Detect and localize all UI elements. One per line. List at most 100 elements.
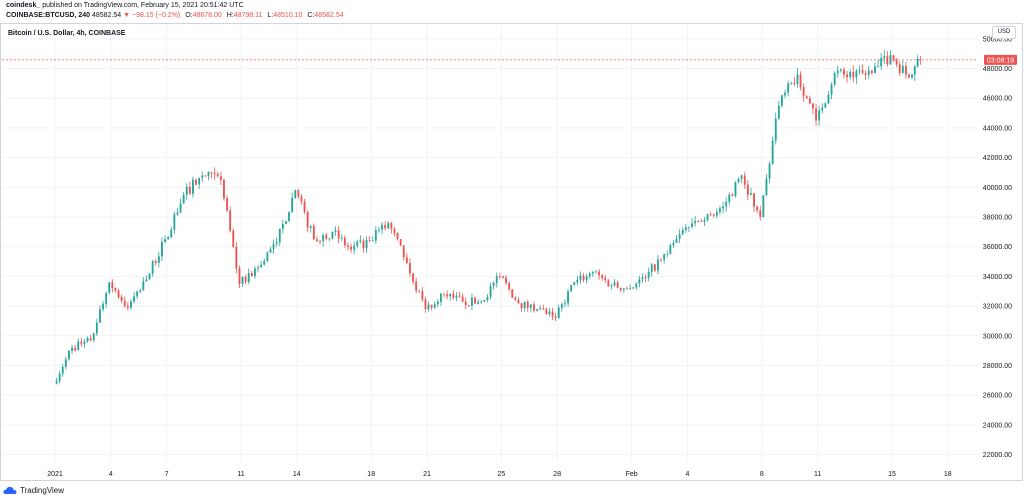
x-tick-label: 28 <box>553 471 561 478</box>
candle-up <box>766 179 768 196</box>
candle-down <box>502 276 504 278</box>
y-tick-label: 40000.00 <box>983 185 1012 192</box>
candle-up <box>573 282 575 285</box>
candle-up <box>769 164 771 179</box>
candle-down <box>111 282 113 288</box>
candle-up <box>105 293 107 304</box>
candle-down <box>418 291 420 292</box>
candle-up <box>487 297 489 300</box>
candle-down <box>862 70 864 73</box>
candle-down <box>195 180 197 185</box>
candle-up <box>840 70 842 71</box>
candle-down <box>499 276 501 277</box>
candle-down <box>409 263 411 273</box>
candle-down <box>896 60 898 64</box>
candle-down <box>747 185 749 195</box>
candle-up <box>77 342 79 350</box>
candle-up <box>784 93 786 96</box>
candle-up <box>180 204 182 213</box>
candle-up <box>139 290 141 291</box>
candle-down <box>731 195 733 197</box>
candle-down <box>415 282 417 291</box>
candle-down <box>710 214 712 215</box>
candle-down <box>843 70 845 75</box>
tradingview-logo[interactable]: TradingView <box>3 486 64 495</box>
y-tick-label: 30000.00 <box>983 333 1012 340</box>
candle-up <box>874 66 876 73</box>
candle-up <box>676 239 678 243</box>
candle-down <box>251 273 253 276</box>
candle-down <box>127 306 129 308</box>
candle-up <box>790 83 792 84</box>
candle-down <box>793 83 795 84</box>
candle-down <box>155 261 157 263</box>
candle-down <box>511 289 513 297</box>
candle-up <box>635 283 637 287</box>
candle-up <box>669 245 671 254</box>
candle-up <box>576 280 578 282</box>
x-tick-label: 7 <box>165 471 169 478</box>
y-tick-label: 24000.00 <box>983 422 1012 429</box>
candle-up <box>167 237 169 239</box>
candle-down <box>446 294 448 296</box>
y-tick-label: 48000.00 <box>983 66 1012 73</box>
candle-down <box>220 176 222 180</box>
candle-down <box>846 75 848 78</box>
candle-up <box>902 66 904 73</box>
candle-up <box>201 175 203 177</box>
currency-button[interactable]: USD <box>992 26 1016 39</box>
candle-down <box>583 275 585 280</box>
candle-up <box>254 269 256 276</box>
brand-name: TradingView <box>20 486 64 495</box>
candle-down <box>753 193 755 206</box>
candle-up <box>183 195 185 204</box>
candle-up <box>614 282 616 285</box>
candle-down <box>604 278 606 280</box>
candle-up <box>781 95 783 105</box>
candle-up <box>279 229 281 242</box>
candle-down <box>645 277 647 278</box>
candle-down <box>80 342 82 344</box>
candle-up <box>146 279 148 281</box>
x-tick-label: 2021 <box>47 471 63 478</box>
candle-up <box>263 261 265 265</box>
candle-up <box>198 178 200 185</box>
candle-up <box>648 272 650 278</box>
candle-down <box>425 299 427 309</box>
candle-down <box>226 198 228 210</box>
candle-up <box>152 261 154 273</box>
candle-up <box>270 249 272 253</box>
candle-down <box>759 210 761 217</box>
candle-down <box>347 245 349 246</box>
candle-up <box>192 180 194 194</box>
candle-up <box>877 66 879 67</box>
candle-up <box>102 304 104 309</box>
candle-up <box>536 309 538 311</box>
candle-up <box>679 234 681 239</box>
candle-down <box>607 280 609 286</box>
candle-up <box>173 214 175 229</box>
candle-up <box>716 212 718 216</box>
candle-up <box>477 302 479 304</box>
candle-down <box>397 233 399 239</box>
candle-up <box>772 141 774 164</box>
x-tick-label: 18 <box>944 471 952 478</box>
y-tick-label: 36000.00 <box>983 244 1012 251</box>
candle-up <box>530 304 532 307</box>
candle-down <box>806 96 808 98</box>
candle-up <box>56 381 58 383</box>
candle-down <box>363 241 365 249</box>
y-tick-label: 22000.00 <box>983 452 1012 459</box>
candle-up <box>595 272 597 273</box>
candle-up <box>62 367 64 374</box>
x-tick-label: 21 <box>423 471 431 478</box>
candle-down <box>474 298 476 304</box>
candle-up <box>673 243 675 245</box>
candle-up <box>657 260 659 271</box>
candle-down <box>344 238 346 246</box>
candle-up <box>133 296 135 301</box>
candle-up <box>440 294 442 302</box>
candle-up <box>642 277 644 279</box>
candle-down <box>545 309 547 314</box>
